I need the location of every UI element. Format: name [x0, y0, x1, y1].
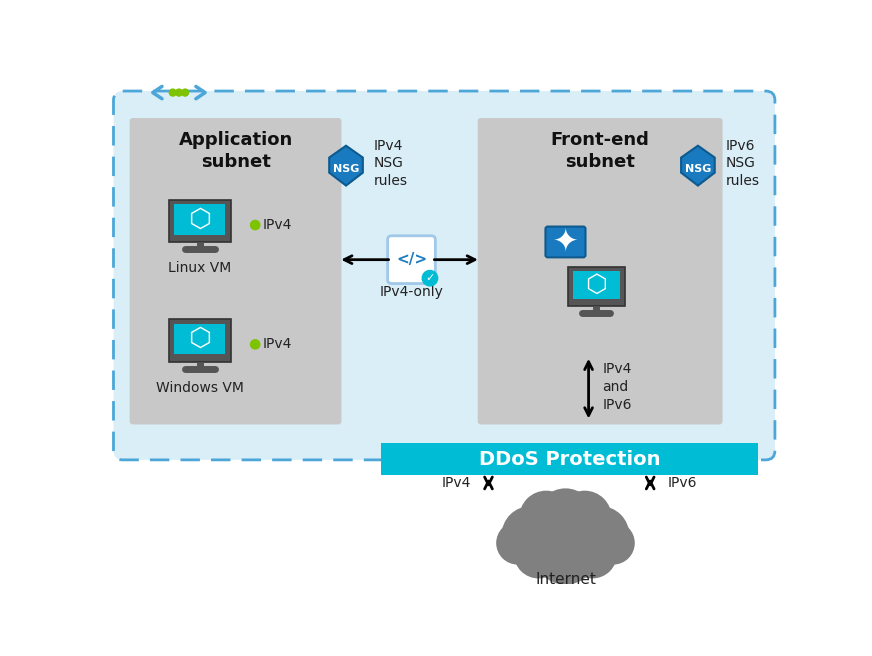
Circle shape [592, 522, 635, 565]
Text: DDoS Protection: DDoS Protection [479, 449, 660, 468]
FancyBboxPatch shape [388, 236, 435, 283]
FancyBboxPatch shape [568, 267, 625, 306]
Text: NSG: NSG [685, 164, 711, 174]
Text: IPv4: IPv4 [441, 476, 471, 490]
Circle shape [558, 491, 611, 544]
Circle shape [181, 89, 188, 96]
Text: NSG: NSG [333, 164, 359, 174]
Circle shape [533, 520, 598, 584]
Circle shape [250, 220, 260, 230]
Text: Front-end
subnet: Front-end subnet [551, 131, 650, 171]
FancyBboxPatch shape [130, 118, 342, 424]
FancyBboxPatch shape [168, 200, 231, 242]
Circle shape [568, 529, 617, 579]
Text: ⬡: ⬡ [188, 326, 211, 352]
Text: IPv4
and
IPv6: IPv4 and IPv6 [603, 362, 632, 411]
Text: IPv4: IPv4 [262, 218, 292, 232]
Text: IPv4
NSG
rules: IPv4 NSG rules [374, 138, 408, 188]
Text: Linux VM: Linux VM [168, 261, 231, 276]
FancyBboxPatch shape [478, 118, 723, 424]
Polygon shape [681, 146, 715, 186]
Polygon shape [330, 146, 363, 186]
Circle shape [422, 270, 438, 286]
Bar [381, 443, 758, 475]
Text: Internet: Internet [535, 571, 596, 586]
Text: Application
subnet: Application subnet [179, 131, 293, 171]
Circle shape [250, 340, 260, 349]
Circle shape [496, 522, 539, 565]
Text: ⬡: ⬡ [188, 207, 211, 232]
Text: ✓: ✓ [426, 273, 434, 283]
Circle shape [501, 506, 560, 565]
Text: IPv6
NSG
rules: IPv6 NSG rules [726, 138, 760, 188]
Circle shape [169, 89, 176, 96]
Circle shape [514, 529, 563, 579]
Text: ⬡: ⬡ [585, 273, 607, 297]
Text: Windows VM: Windows VM [156, 380, 243, 394]
Circle shape [175, 89, 182, 96]
Circle shape [571, 506, 630, 565]
Text: IPv4-only: IPv4-only [379, 285, 444, 299]
Circle shape [520, 491, 573, 544]
Bar [174, 205, 225, 235]
Bar [174, 323, 225, 354]
Circle shape [527, 491, 604, 567]
Text: ✦: ✦ [553, 228, 578, 256]
Text: </>: </> [396, 252, 427, 267]
Bar [573, 271, 620, 299]
Circle shape [536, 488, 595, 547]
Text: IPv4: IPv4 [262, 337, 292, 352]
FancyBboxPatch shape [546, 226, 585, 257]
FancyBboxPatch shape [168, 319, 231, 361]
FancyBboxPatch shape [113, 91, 775, 460]
Text: IPv6: IPv6 [668, 476, 698, 490]
